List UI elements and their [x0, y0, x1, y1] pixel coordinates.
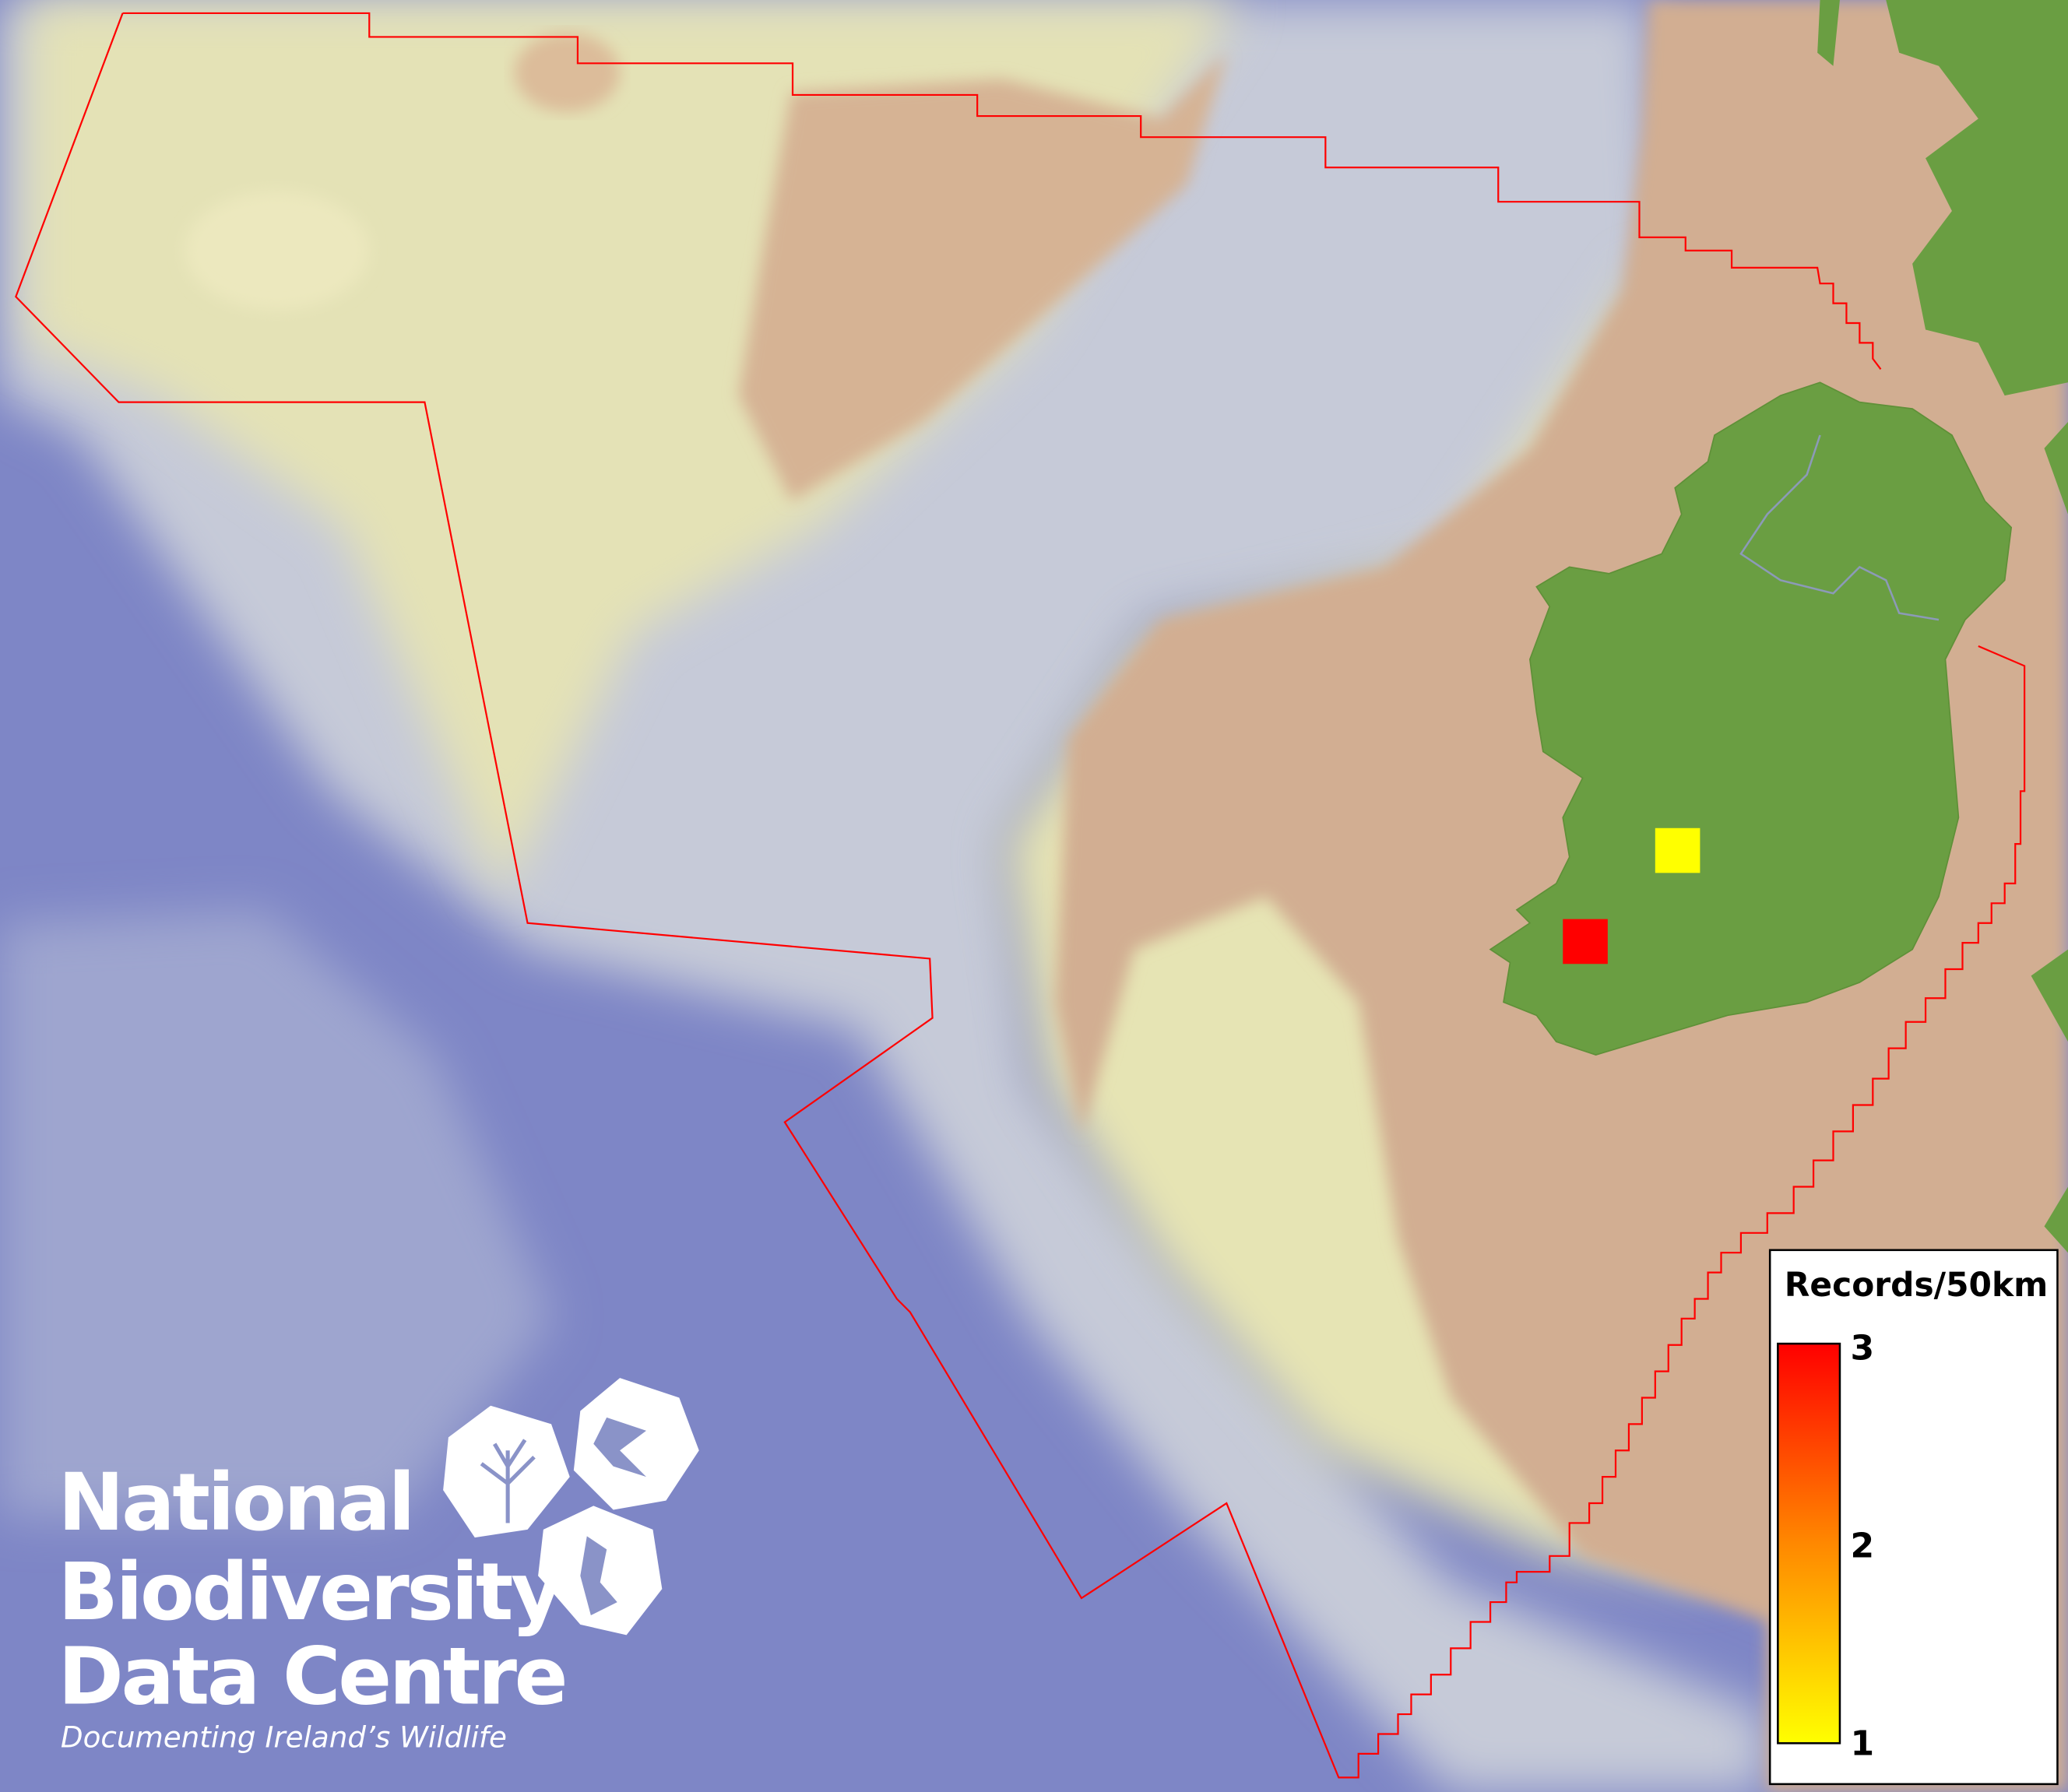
logo-line-1: National — [58, 1456, 413, 1548]
logo-tagline: Documenting Ireland’s Wildlife — [61, 1720, 507, 1754]
legend-title: Records/50km — [1785, 1266, 2048, 1304]
seamount-region — [0, 909, 554, 1516]
butterfly-hexagon-icon — [573, 1378, 699, 1510]
legend-tick-2: 2 — [1851, 1526, 1875, 1565]
legend-colorbar — [1777, 1342, 1841, 1745]
rockall-shelf — [738, 52, 1227, 501]
logo-line-2: Biodiversity — [58, 1546, 562, 1638]
boundary-line — [122, 12, 1882, 370]
legend: Records/50km 3 2 1 — [1768, 1249, 2059, 1786]
logo-hexagons — [443, 1378, 699, 1636]
logo-line-3: Data Centre — [58, 1631, 566, 1723]
border-ni — [1739, 434, 1940, 621]
rockall-bank-top — [514, 33, 621, 112]
record-square-red[interactable] — [1563, 919, 1608, 965]
legend-tick-3: 3 — [1851, 1328, 1875, 1368]
boundary-line-west — [15, 12, 2026, 1779]
land-scotland — [1886, 0, 2068, 396]
land-hebrides — [1817, 0, 1840, 66]
record-square-yellow[interactable] — [1655, 827, 1700, 873]
land-ireland — [1489, 381, 2013, 1056]
legend-tick-1: 1 — [1851, 1724, 1875, 1764]
nbdc-logo: National Biodiversity Data Centre Docume… — [58, 1378, 699, 1754]
seabed-highlight — [185, 191, 370, 311]
